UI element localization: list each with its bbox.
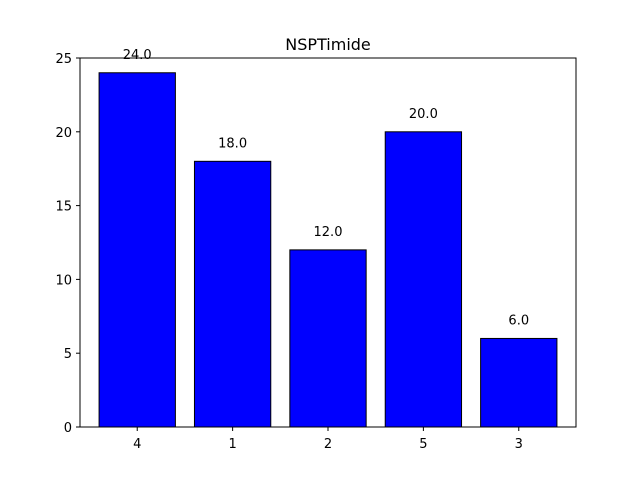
x-axis: 4 1 2 5 3 — [133, 427, 523, 452]
chart-title: NSPTimide — [285, 35, 371, 54]
bar-5 — [384, 131, 463, 428]
x-tick-label-4: 4 — [133, 437, 141, 452]
bar-3 — [480, 337, 558, 428]
y-tick-label-20: 20 — [55, 126, 72, 141]
bars-group — [98, 72, 558, 428]
y-tick-label-25: 25 — [55, 52, 72, 67]
x-tick-label-3: 3 — [515, 437, 523, 452]
x-tick-label-5: 5 — [419, 437, 427, 452]
data-label-2: 12.0 — [314, 225, 343, 240]
y-tick-label-5: 5 — [64, 347, 72, 362]
bar-4 — [98, 72, 176, 428]
x-tick-label-2: 2 — [324, 437, 332, 452]
bar-2 — [289, 249, 367, 428]
y-tick-label-15: 15 — [55, 200, 72, 215]
data-label-4: 24.0 — [123, 48, 152, 63]
data-label-1: 18.0 — [218, 136, 247, 151]
bar-1 — [193, 160, 272, 428]
y-tick-label-10: 10 — [55, 273, 72, 288]
y-tick-label-0: 0 — [64, 421, 72, 436]
y-axis: 0 5 10 15 20 25 — [55, 52, 80, 436]
data-label-3: 6.0 — [508, 313, 529, 328]
data-labels-group: 24.0 18.0 12.0 20.0 6.0 — [123, 48, 529, 329]
data-label-5: 20.0 — [409, 107, 438, 122]
x-tick-label-1: 1 — [228, 437, 236, 452]
